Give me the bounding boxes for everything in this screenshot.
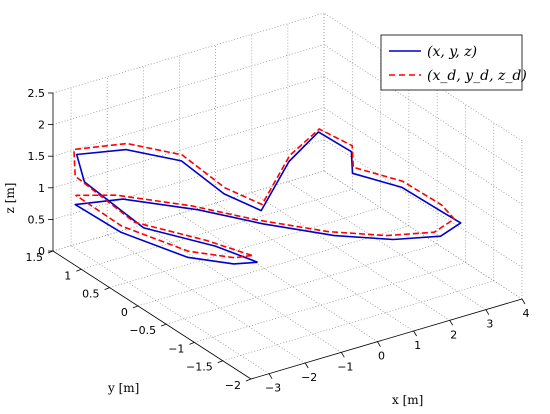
y-tick-mark bbox=[245, 378, 252, 382]
x-tick-mark bbox=[268, 373, 273, 379]
floor-grid-line bbox=[166, 243, 438, 325]
x-tick-mark bbox=[413, 330, 417, 337]
floor-grid-line bbox=[215, 202, 414, 332]
series-desired-trajectory bbox=[73, 128, 456, 259]
x-tick-label: 2 bbox=[450, 328, 457, 341]
side-wall-grid-line bbox=[323, 107, 523, 237]
ticks-layer: −3−2−1012341.510.50−0.5−1−1.5−200.511.52… bbox=[26, 87, 530, 395]
x-tick-mark bbox=[485, 309, 490, 315]
x-tick-mark bbox=[377, 341, 381, 347]
x-tick-label: −3 bbox=[265, 382, 281, 395]
floor-grid-line bbox=[179, 213, 378, 342]
x-tick-label: −1 bbox=[337, 360, 353, 373]
x-tick-mark bbox=[304, 362, 309, 369]
floor-grid-line bbox=[287, 181, 487, 310]
z-tick-label: 1.5 bbox=[28, 150, 46, 163]
y-tick-label: −1 bbox=[168, 342, 184, 355]
axis-labels: x [m] y [m] z [m] bbox=[3, 183, 423, 407]
z-tick-label: 1 bbox=[38, 182, 45, 195]
series-layer bbox=[73, 128, 462, 265]
back-wall-grid-line bbox=[52, 44, 325, 125]
grid-layer bbox=[52, 12, 523, 380]
z-tick-label: 0.5 bbox=[28, 213, 46, 226]
series-actual-trajectory bbox=[74, 131, 462, 265]
y-tick-label: −1.5 bbox=[186, 361, 213, 374]
x-tick-label: 4 bbox=[523, 307, 530, 320]
z-tick-label: 0 bbox=[38, 245, 45, 258]
floor-grid-line bbox=[222, 280, 494, 362]
y-tick-label: −0.5 bbox=[129, 324, 156, 337]
y-tick-label: −2 bbox=[225, 379, 241, 392]
y-tick-mark bbox=[76, 268, 82, 272]
z-axis-label: z [m] bbox=[3, 183, 17, 214]
y-tick-mark bbox=[189, 342, 195, 345]
y-tick-label: 1.5 bbox=[26, 251, 44, 264]
floor-grid-line bbox=[251, 192, 450, 321]
y-axis-label: y [m] bbox=[107, 381, 139, 395]
floor-grid-line bbox=[107, 234, 306, 364]
x-tick-label: 1 bbox=[414, 339, 421, 352]
floor-grid-line bbox=[81, 188, 353, 270]
back-wall-grid-line bbox=[52, 75, 325, 157]
side-wall-grid-line bbox=[323, 139, 523, 268]
legend-label-actual: (x, y, z) bbox=[427, 44, 477, 60]
x-tick-label: −2 bbox=[301, 371, 317, 384]
back-wall-grid-line bbox=[52, 170, 325, 252]
back-wall-grid-line bbox=[52, 139, 325, 220]
y-tick-mark bbox=[217, 360, 223, 364]
x-tick-label: 3 bbox=[486, 318, 493, 331]
side-wall-grid-line bbox=[323, 75, 523, 205]
side-wall-grid-line bbox=[323, 44, 523, 173]
y-tick-mark bbox=[132, 305, 139, 309]
y-tick-mark bbox=[160, 323, 167, 327]
floor-grid-line bbox=[70, 245, 270, 374]
x-axis-label: x [m] bbox=[392, 393, 423, 407]
y-axis-line bbox=[52, 250, 252, 380]
side-wall-grid-line bbox=[323, 170, 523, 300]
x-tick-mark bbox=[449, 320, 454, 326]
y-tick-label: 0.5 bbox=[82, 288, 100, 301]
x-axis-line bbox=[250, 298, 523, 380]
y-tick-label: 1 bbox=[64, 269, 71, 282]
back-wall-grid-line bbox=[52, 107, 325, 189]
x-tick-mark bbox=[340, 352, 345, 358]
legend-box bbox=[380, 34, 523, 91]
back-wall-grid-line bbox=[52, 12, 325, 94]
x-tick-label: 0 bbox=[378, 350, 385, 363]
y-tick-mark bbox=[104, 287, 110, 290]
floor-grid-line bbox=[143, 224, 342, 353]
z-tick-label: 2.5 bbox=[28, 87, 46, 100]
floor-grid-line bbox=[137, 225, 409, 307]
floor-grid-line bbox=[109, 207, 381, 288]
y-tick-label: 0 bbox=[121, 306, 128, 319]
legend-label-desired: (x_d, y_d, z_d) bbox=[427, 68, 527, 84]
x-tick-mark bbox=[521, 298, 526, 305]
axes-layer bbox=[52, 93, 523, 380]
legend: (x, y, z) (x_d, y_d, z_d) bbox=[380, 34, 527, 91]
floor-grid-line bbox=[194, 262, 466, 343]
z-tick-label: 2 bbox=[38, 119, 45, 132]
